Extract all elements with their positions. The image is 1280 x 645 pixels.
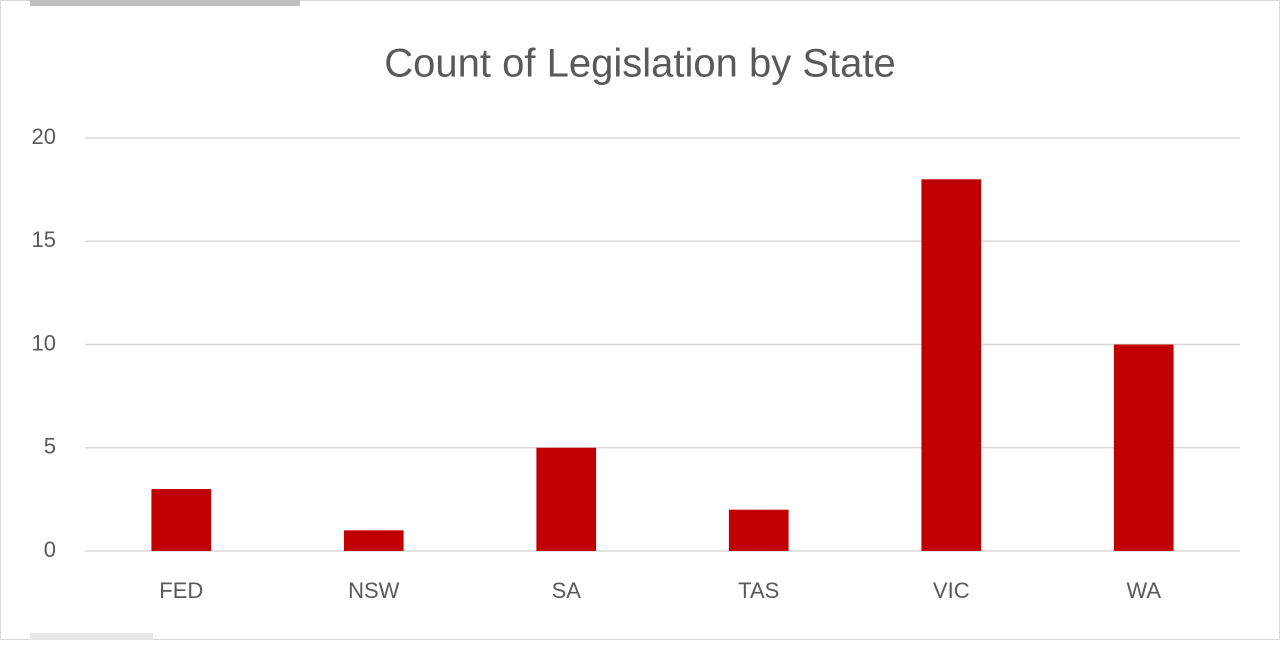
chart-title: Count of Legislation by State	[384, 42, 895, 86]
bar	[343, 530, 404, 551]
y-tick-label: 5	[44, 434, 56, 459]
bar	[151, 489, 212, 551]
y-tick-label: 20	[32, 124, 56, 149]
y-tick-label: 15	[32, 227, 56, 252]
x-tick-label: FED	[159, 578, 203, 603]
bar	[728, 509, 789, 551]
bar	[536, 447, 597, 551]
decoration-strip	[30, 633, 153, 640]
y-tick-label: 0	[44, 537, 56, 562]
x-tick-label: TAS	[738, 578, 779, 603]
bar	[1113, 344, 1174, 551]
x-tick-label: SA	[552, 578, 582, 603]
x-tick-label: WA	[1126, 578, 1161, 603]
y-tick-label: 10	[32, 330, 56, 355]
bar	[921, 179, 982, 552]
x-tick-label: NSW	[348, 578, 400, 603]
x-tick-label: VIC	[933, 578, 970, 603]
decoration-strip	[30, 0, 300, 6]
